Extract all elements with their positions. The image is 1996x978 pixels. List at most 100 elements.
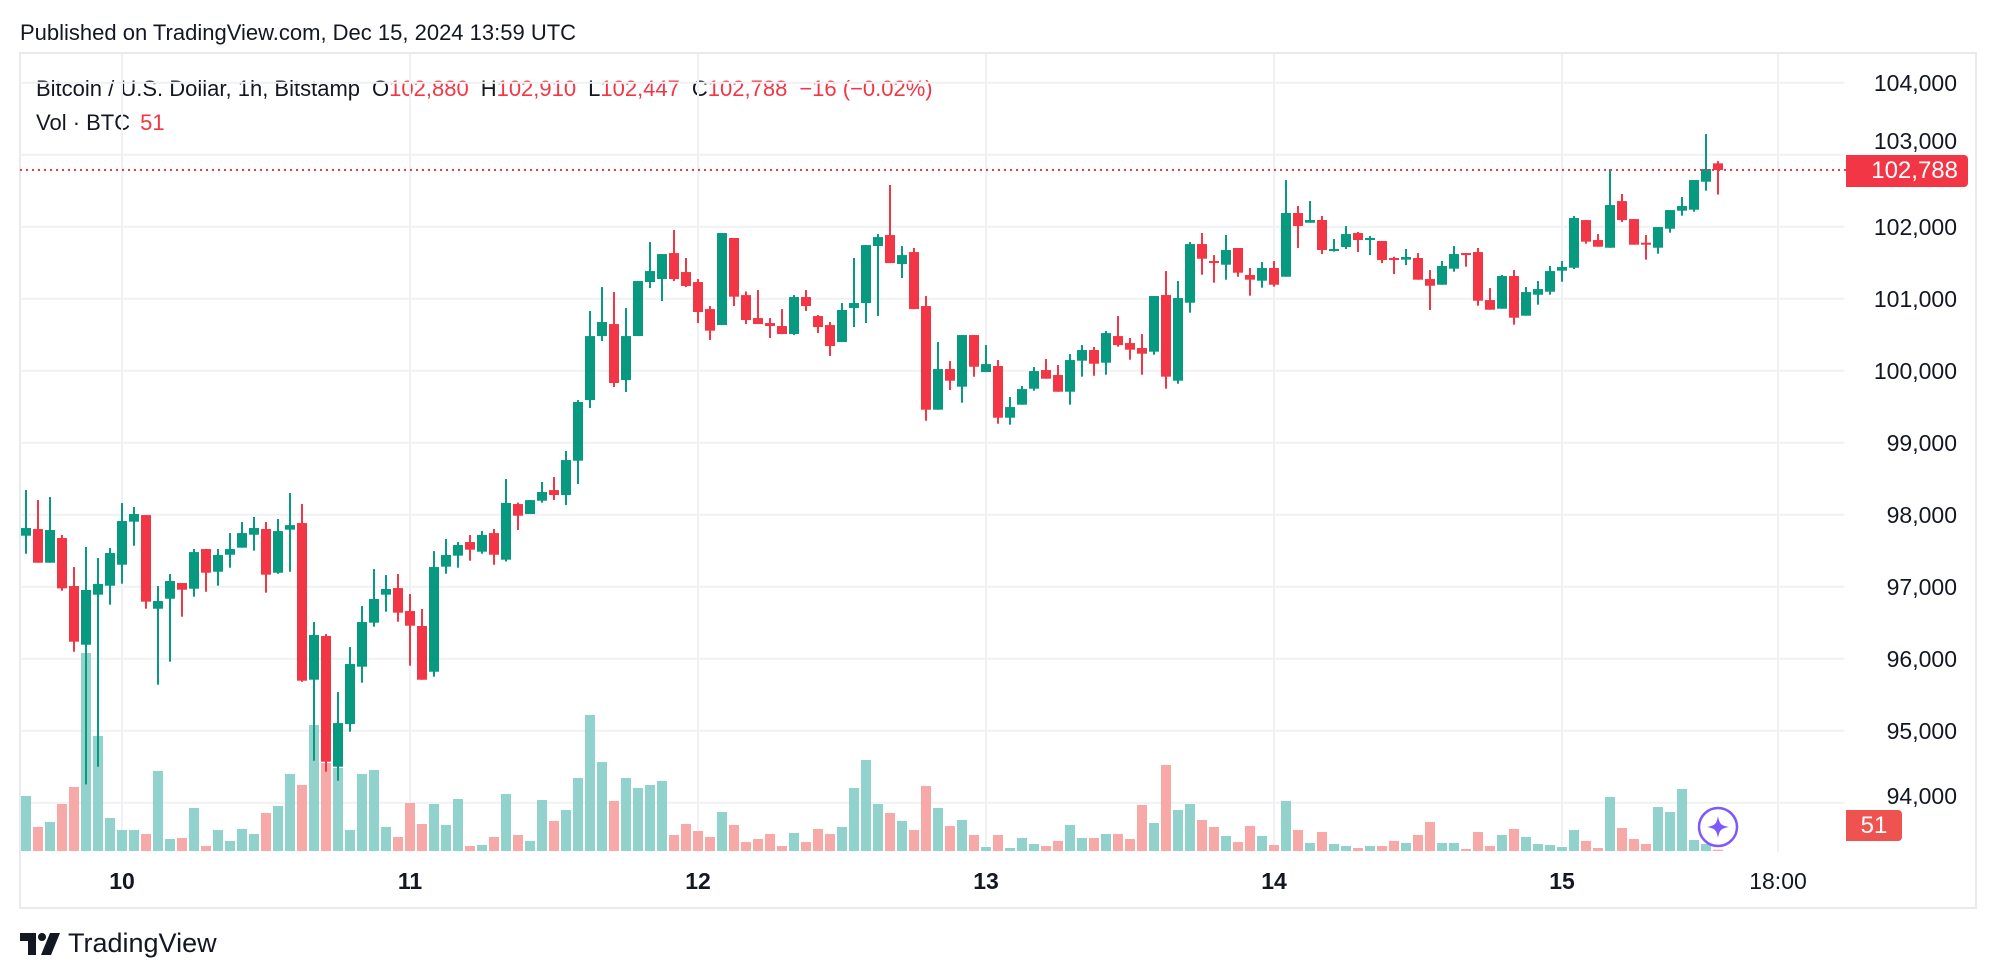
candle[interactable]	[261, 522, 271, 593]
candle[interactable]	[873, 234, 883, 317]
candle[interactable]	[465, 535, 475, 561]
candle[interactable]	[405, 594, 415, 666]
candle[interactable]	[93, 558, 103, 767]
candle[interactable]	[285, 493, 295, 572]
candle[interactable]	[1125, 338, 1135, 360]
candle[interactable]	[33, 500, 43, 563]
candle[interactable]	[1209, 255, 1219, 283]
candle[interactable]	[993, 360, 1003, 424]
candle[interactable]	[1269, 261, 1279, 287]
candle[interactable]	[633, 281, 643, 337]
candle[interactable]	[1485, 288, 1495, 310]
candle[interactable]	[1101, 331, 1111, 375]
candle[interactable]	[801, 290, 811, 312]
candle[interactable]	[1053, 365, 1063, 392]
candle[interactable]	[441, 539, 451, 574]
candle[interactable]	[1365, 236, 1375, 256]
candle[interactable]	[225, 533, 235, 568]
candle[interactable]	[861, 245, 871, 324]
candle[interactable]	[1497, 275, 1507, 309]
candle[interactable]	[1065, 354, 1075, 405]
candle[interactable]	[1569, 216, 1579, 270]
candle[interactable]	[933, 342, 943, 410]
candle[interactable]	[669, 230, 679, 282]
candle[interactable]	[1185, 242, 1195, 313]
candle[interactable]	[1581, 220, 1591, 244]
candle[interactable]	[489, 529, 499, 565]
candle[interactable]	[45, 497, 55, 563]
candle[interactable]	[693, 279, 703, 324]
candle[interactable]	[381, 575, 391, 612]
candle[interactable]	[957, 335, 967, 403]
candle[interactable]	[813, 315, 823, 334]
candle[interactable]	[477, 531, 487, 554]
candle[interactable]	[729, 238, 739, 307]
candle[interactable]	[549, 477, 559, 501]
candle[interactable]	[969, 335, 979, 377]
candle[interactable]	[1425, 270, 1435, 311]
candle[interactable]	[1377, 241, 1387, 264]
candle[interactable]	[81, 547, 91, 785]
candle[interactable]	[1029, 367, 1039, 391]
candle[interactable]	[1089, 347, 1099, 376]
candle[interactable]	[357, 606, 367, 683]
candle[interactable]	[249, 517, 259, 551]
candle[interactable]	[1017, 386, 1027, 405]
candle[interactable]	[501, 478, 511, 562]
candle[interactable]	[1509, 270, 1519, 325]
candle[interactable]	[141, 515, 151, 609]
candle[interactable]	[681, 258, 691, 288]
candle[interactable]	[1353, 232, 1363, 253]
candle[interactable]	[1041, 359, 1051, 379]
candle[interactable]	[765, 318, 775, 339]
candle[interactable]	[213, 549, 223, 586]
candle[interactable]	[177, 583, 187, 617]
candle[interactable]	[21, 490, 31, 554]
candle[interactable]	[1233, 248, 1243, 277]
candle[interactable]	[1521, 287, 1531, 316]
candle[interactable]	[597, 287, 607, 342]
candle[interactable]	[1341, 226, 1351, 250]
volume-label[interactable]: Vol · BTC	[36, 110, 131, 135]
candle[interactable]	[573, 400, 583, 485]
candle[interactable]	[1401, 249, 1411, 266]
candle[interactable]	[69, 567, 79, 652]
candle[interactable]	[1173, 281, 1183, 384]
candle[interactable]	[1305, 201, 1315, 223]
candle[interactable]	[369, 569, 379, 627]
candle[interactable]	[1545, 266, 1555, 295]
candle[interactable]	[921, 296, 931, 421]
candle[interactable]	[885, 185, 895, 264]
candle[interactable]	[561, 451, 571, 506]
candle[interactable]	[129, 507, 139, 546]
candle[interactable]	[525, 500, 535, 515]
candle[interactable]	[657, 254, 667, 302]
candle[interactable]	[309, 622, 319, 761]
candle[interactable]	[1161, 271, 1171, 389]
candle[interactable]	[825, 322, 835, 357]
candle[interactable]	[1593, 234, 1603, 247]
candle[interactable]	[1533, 281, 1543, 305]
candle[interactable]	[417, 609, 427, 680]
candle[interactable]	[117, 503, 127, 584]
assistant-sparkle-icon[interactable]	[1697, 806, 1739, 848]
candle[interactable]	[1293, 206, 1303, 249]
tradingview-logo[interactable]: TradingView	[20, 928, 217, 959]
candle[interactable]	[297, 504, 307, 682]
candle[interactable]	[1641, 235, 1651, 260]
candle[interactable]	[1677, 197, 1687, 216]
candle[interactable]	[393, 574, 403, 622]
candle[interactable]	[1005, 397, 1015, 425]
candle[interactable]	[1149, 296, 1159, 355]
candle[interactable]	[1389, 256, 1399, 275]
candle[interactable]	[1257, 262, 1267, 288]
candle[interactable]	[837, 303, 847, 343]
candle[interactable]	[453, 542, 463, 568]
candle[interactable]	[1557, 261, 1567, 282]
candle[interactable]	[1317, 216, 1327, 255]
candle[interactable]	[237, 522, 247, 548]
candle[interactable]	[105, 548, 115, 605]
candle[interactable]	[1473, 248, 1483, 306]
candle[interactable]	[897, 246, 907, 279]
